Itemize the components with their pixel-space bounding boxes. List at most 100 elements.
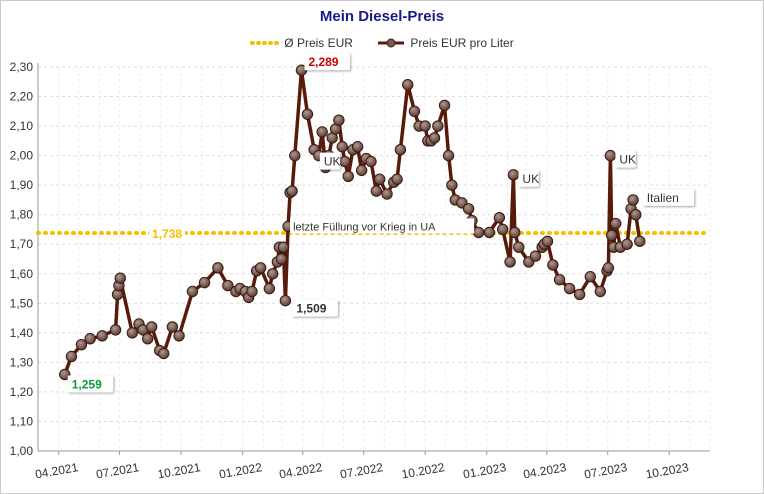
annotation-label: 1,259 [72,377,102,391]
price-data-point [602,262,615,274]
price-data-point [114,272,126,284]
price-data-point [507,169,520,181]
price-data-point [254,262,267,274]
x-tick-label: 10.2023 [645,460,690,481]
annotation-box [615,150,636,168]
price-data-point [301,108,314,120]
price-data-point [408,105,421,118]
price-data-point [212,262,224,274]
price-data-point [289,149,301,162]
annotation-label: UK [324,155,341,169]
price-data-point [286,185,298,197]
legend-item-price: Preis EUR pro Liter [376,36,514,50]
price-data-point [370,185,383,197]
x-tick-label: 07.2022 [339,460,384,481]
price-data-point [277,241,290,253]
price-data-point [84,333,96,345]
price-data-point [391,173,403,185]
x-tick-label: 04.2021 [34,460,79,481]
price-data-point [279,294,292,307]
price-data-point [166,321,179,333]
price-data-point [246,285,258,298]
price-data-point [373,173,386,185]
price-data-point [604,149,617,162]
price-data-point [563,282,576,295]
price-data-point [472,226,485,239]
x-tick-label: 07.2021 [95,460,140,481]
price-data-point [462,203,475,215]
price-data-point [432,120,444,132]
legend-item-average: Ø Preis EUR [250,36,353,50]
price-data-point [59,368,71,381]
x-tick-label: 07.2023 [583,460,628,481]
x-tick-label: 10.2021 [156,460,201,481]
y-tick-label: 1,60 [10,267,34,281]
price-data-point [606,229,618,242]
annotation-label: UK [522,172,539,186]
price-data-point [428,132,441,144]
price-data-point [333,114,345,126]
price-data-point [442,149,455,162]
annotation-label: Italien [647,191,679,205]
price-data-point [402,79,414,91]
annotation-box [67,375,114,393]
price-data-point [186,285,199,298]
price-data-point [541,235,554,247]
price-data-point [336,141,348,153]
price-data-point [419,120,431,132]
annotation-label: 2,289 [308,55,338,69]
price-data-point [573,288,586,301]
price-data-point [446,179,458,191]
y-tick-label: 1,10 [10,414,34,428]
annotation-box [292,299,338,317]
annotation-label: letzte Füllung vor Krieg in UA [293,222,436,234]
price-data-point [266,268,279,280]
price-data-point [634,235,646,247]
average-value-label: 1,738 [152,227,182,241]
price-data-point [275,253,288,265]
y-tick-label: 1,30 [10,355,34,369]
price-data-point [126,327,138,339]
annotation-box [642,188,695,206]
price-data-point [75,338,88,351]
price-data-point [355,164,368,177]
price-data-point [504,256,516,268]
price-data-point [381,188,393,200]
price-data-point [158,347,170,360]
price-data-point [198,276,211,289]
price-data-point [96,330,108,342]
y-tick-label: 1,40 [10,326,34,340]
price-data-point [141,333,154,345]
annotation-label: 1,509 [296,302,326,316]
y-tick-label: 2,00 [10,149,34,163]
grid-lines [37,66,711,452]
y-tick-label: 1,80 [10,208,34,222]
price-data-point [529,250,542,262]
price-data-point [109,324,122,336]
y-tick-label: 2,30 [10,60,34,74]
legend-swatch-price [378,38,405,48]
price-data-point [584,271,597,283]
price-data-point [65,350,78,363]
annotation-box [518,169,539,187]
price-series-layer [59,64,646,381]
price-data-point [627,194,639,206]
y-tick-label: 1,70 [10,237,34,251]
price-data-point [509,226,521,239]
x-tick-label: 01.2022 [218,460,263,481]
price-data-point [610,217,622,230]
y-tick-label: 2,10 [10,119,34,133]
price-data-point [342,170,354,182]
y-tick-label: 2,20 [10,90,34,104]
price-data-point [339,155,351,168]
price-data-point [351,141,364,153]
price-data-point [630,208,642,221]
price-data-point [621,238,633,250]
price-data-point [483,226,496,239]
price-data-point [145,321,158,333]
chart-legend: Ø Preis EUR Preis EUR pro Liter [0,36,764,51]
price-data-point [594,285,607,298]
price-data-point [394,144,407,156]
